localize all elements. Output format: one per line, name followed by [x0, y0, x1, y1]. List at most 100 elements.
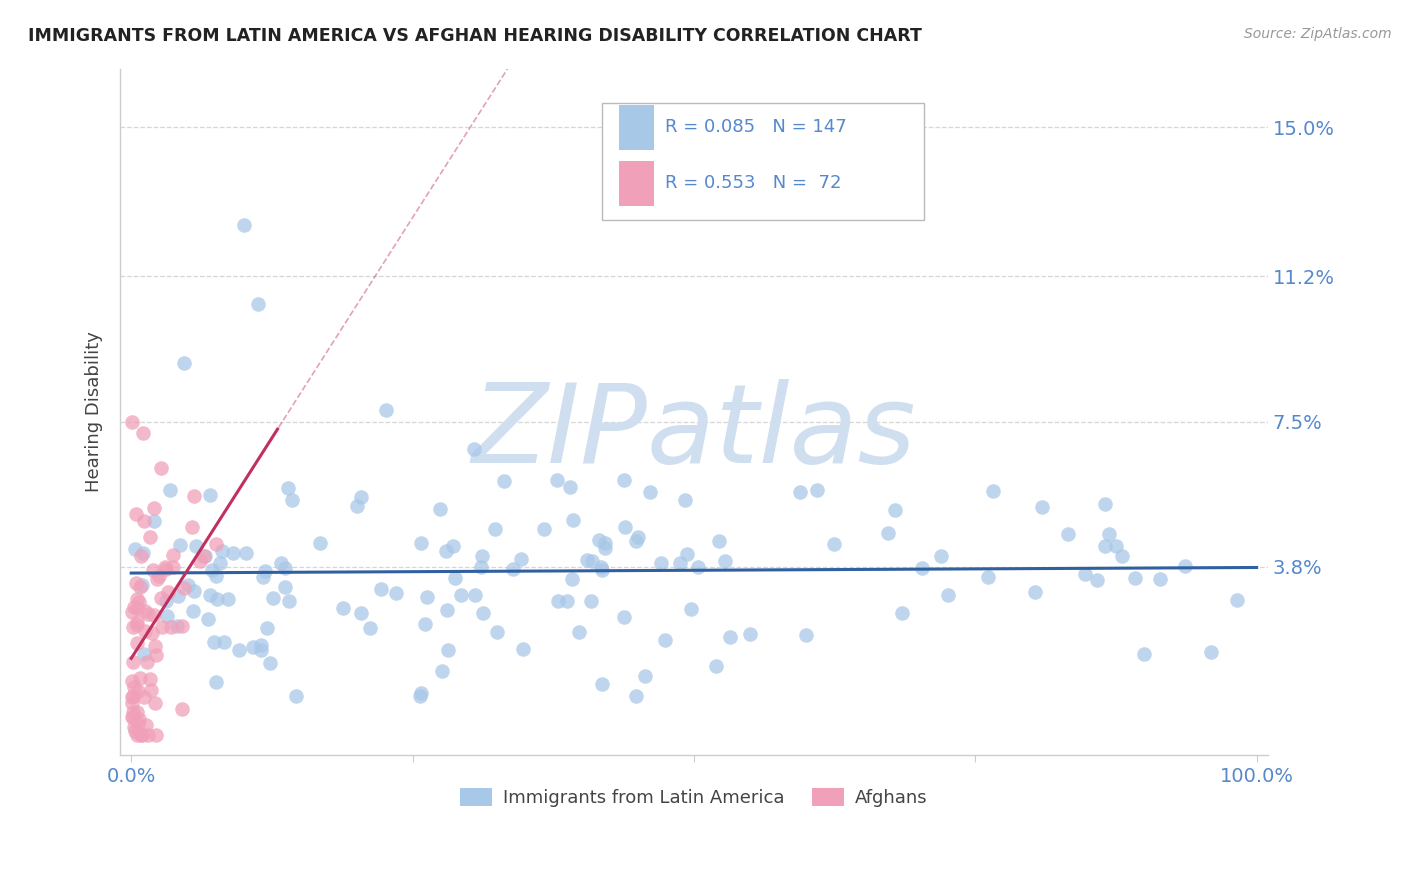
- Immigrants from Latin America: [1098, 527, 1121, 541]
- Immigrants from Latin America: [166, 589, 188, 603]
- Afghans: [136, 655, 159, 669]
- Immigrants from Latin America: [612, 610, 634, 624]
- Immigrants from Latin America: [159, 483, 181, 498]
- Immigrants from Latin America: [568, 625, 591, 640]
- Afghans: [153, 559, 176, 574]
- Afghans: [127, 615, 149, 629]
- Afghans: [159, 620, 181, 634]
- Immigrants from Latin America: [591, 559, 613, 574]
- Immigrants from Latin America: [558, 480, 581, 494]
- Immigrants from Latin America: [463, 442, 485, 456]
- Afghans: [157, 584, 180, 599]
- Immigrants from Latin America: [201, 563, 224, 577]
- Afghans: [129, 728, 152, 742]
- Immigrants from Latin America: [579, 594, 602, 608]
- Afghans: [145, 728, 167, 742]
- Immigrants from Latin America: [262, 591, 284, 606]
- Immigrants from Latin America: [720, 630, 742, 644]
- Immigrants from Latin America: [562, 513, 585, 527]
- Immigrants from Latin America: [194, 549, 217, 563]
- Immigrants from Latin America: [1074, 566, 1097, 581]
- Afghans: [121, 689, 143, 703]
- Afghans: [135, 717, 157, 731]
- Afghans: [150, 461, 173, 475]
- Immigrants from Latin America: [277, 481, 299, 495]
- Immigrants from Latin America: [346, 499, 368, 513]
- Afghans: [122, 599, 145, 614]
- Immigrants from Latin America: [156, 608, 179, 623]
- Afghans: [139, 530, 162, 544]
- Immigrants from Latin America: [274, 580, 297, 594]
- Text: ZIPatlas: ZIPatlas: [471, 379, 917, 486]
- Immigrants from Latin America: [359, 621, 381, 635]
- Immigrants from Latin America: [429, 502, 451, 516]
- Afghans: [129, 671, 152, 685]
- Afghans: [125, 507, 148, 521]
- Immigrants from Latin America: [877, 526, 900, 541]
- Immigrants from Latin America: [1094, 498, 1116, 512]
- Immigrants from Latin America: [228, 643, 250, 657]
- Afghans: [188, 554, 211, 568]
- Immigrants from Latin America: [436, 603, 458, 617]
- Immigrants from Latin America: [169, 538, 191, 552]
- Immigrants from Latin America: [650, 556, 672, 570]
- Text: Source: ZipAtlas.com: Source: ZipAtlas.com: [1244, 27, 1392, 41]
- Afghans: [150, 620, 173, 634]
- Immigrants from Latin America: [679, 601, 702, 615]
- Immigrants from Latin America: [890, 606, 912, 620]
- Afghans: [162, 560, 184, 574]
- Immigrants from Latin America: [278, 594, 301, 608]
- Afghans: [125, 636, 148, 650]
- Immigrants from Latin America: [588, 533, 610, 547]
- Immigrants from Latin America: [217, 591, 239, 606]
- Immigrants from Latin America: [494, 475, 516, 489]
- Immigrants from Latin America: [704, 658, 727, 673]
- Afghans: [129, 549, 152, 564]
- Immigrants from Latin America: [409, 689, 432, 703]
- Immigrants from Latin America: [709, 534, 731, 549]
- Immigrants from Latin America: [256, 621, 278, 635]
- Immigrants from Latin America: [614, 520, 637, 534]
- Afghans: [134, 690, 156, 705]
- Immigrants from Latin America: [510, 552, 533, 566]
- Immigrants from Latin America: [634, 669, 657, 683]
- Legend: Immigrants from Latin America, Afghans: Immigrants from Latin America, Afghans: [453, 780, 935, 814]
- Immigrants from Latin America: [624, 534, 647, 549]
- Afghans: [146, 572, 169, 586]
- Afghans: [125, 592, 148, 607]
- Immigrants from Latin America: [686, 560, 709, 574]
- Immigrants from Latin America: [502, 562, 524, 576]
- Immigrants from Latin America: [484, 522, 506, 536]
- Afghans: [145, 648, 167, 663]
- Afghans: [193, 549, 215, 563]
- Y-axis label: Hearing Disability: Hearing Disability: [86, 331, 103, 492]
- Afghans: [141, 625, 163, 640]
- Afghans: [134, 604, 156, 618]
- Immigrants from Latin America: [155, 594, 177, 608]
- Text: R = 0.553   N =  72: R = 0.553 N = 72: [665, 174, 842, 192]
- Immigrants from Latin America: [332, 601, 354, 615]
- Immigrants from Latin America: [911, 561, 934, 575]
- Immigrants from Latin America: [931, 549, 953, 563]
- Immigrants from Latin America: [640, 484, 662, 499]
- Immigrants from Latin America: [177, 578, 200, 592]
- Immigrants from Latin America: [124, 541, 146, 556]
- Immigrants from Latin America: [471, 606, 494, 620]
- Immigrants from Latin America: [250, 638, 273, 652]
- Afghans: [136, 728, 159, 742]
- Immigrants from Latin America: [470, 560, 492, 574]
- Afghans: [124, 724, 146, 739]
- Immigrants from Latin America: [806, 483, 828, 497]
- Afghans: [143, 640, 166, 654]
- Afghans: [125, 728, 148, 742]
- Immigrants from Latin America: [211, 543, 233, 558]
- Afghans: [128, 712, 150, 726]
- Afghans: [134, 624, 156, 638]
- Immigrants from Latin America: [1174, 559, 1197, 574]
- Immigrants from Latin America: [252, 570, 274, 584]
- Afghans: [121, 710, 143, 724]
- Immigrants from Latin America: [593, 541, 616, 556]
- Immigrants from Latin America: [270, 556, 292, 570]
- Immigrants from Latin America: [669, 556, 692, 570]
- Immigrants from Latin America: [350, 607, 373, 621]
